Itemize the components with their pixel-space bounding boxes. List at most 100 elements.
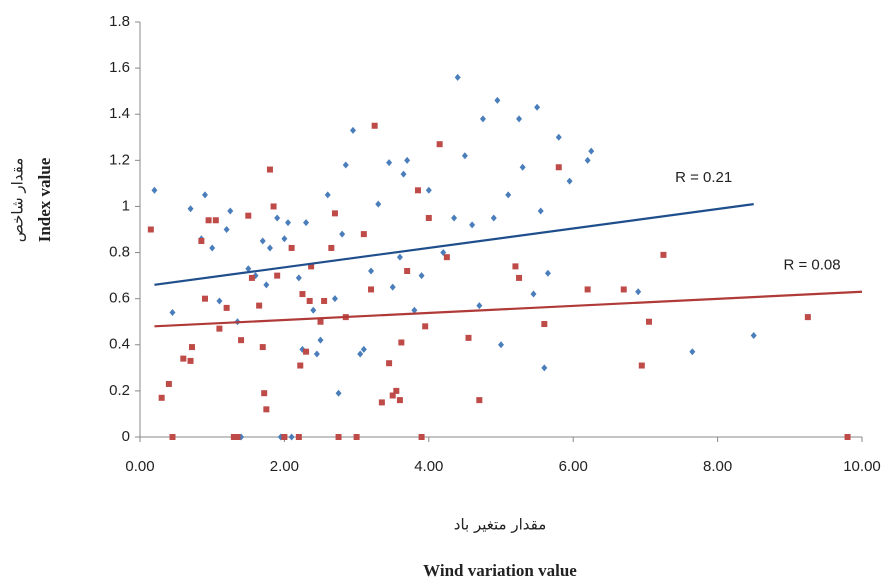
point [339,230,346,238]
point [386,360,393,367]
point [165,380,172,387]
point [230,434,237,440]
point [335,389,342,397]
point [342,161,349,169]
point [689,348,696,356]
point [404,156,411,164]
y-axis-label-en: Index value [35,157,54,242]
point [223,304,230,311]
point [375,200,382,208]
point [328,244,335,251]
point [530,290,537,298]
point [588,147,595,155]
point [266,244,273,252]
point [660,251,667,258]
y-tick-label: 0.8 [109,244,130,261]
point [256,302,263,309]
point [227,207,234,215]
y-tick-label: 1 [122,197,130,214]
point [368,267,375,275]
point [498,341,504,349]
point [418,272,425,280]
point [353,434,360,440]
point [360,345,367,353]
point [331,295,338,303]
point [396,397,403,404]
y-tick-label: 1.8 [109,13,130,30]
x-axis-label-fa: مقدار متغير باد [454,516,546,534]
point [555,164,562,171]
point [281,235,288,243]
point [331,210,338,217]
point [537,207,544,215]
point [360,231,367,238]
point [274,272,281,279]
point [425,186,432,194]
point [584,156,591,164]
point [238,337,245,344]
point [324,191,331,199]
point [638,362,645,369]
point [274,214,281,222]
x-tick-label: 8.00 [703,458,732,475]
x-tick-label: 6.00 [559,458,588,475]
point [555,133,562,141]
point [393,387,400,394]
point [321,297,328,304]
point [620,286,627,293]
point [216,297,223,305]
point [418,434,425,440]
point [519,163,526,171]
point [389,283,396,291]
point [400,170,407,178]
x-tick-label: 10.00 [843,458,881,475]
point [505,191,512,199]
point [378,399,385,406]
trendline-label: R = 0.08 [783,257,840,274]
y-tick-label: 1.2 [109,151,130,168]
point [646,318,653,325]
point [386,159,393,167]
point [180,355,187,362]
point [465,334,472,341]
trendline [154,290,863,328]
point [461,152,468,160]
x-axis-label-en: Wind variation value [423,561,577,580]
point [469,221,476,229]
point [404,268,411,274]
point [299,291,306,298]
y-tick-label: 0 [122,428,130,445]
point [201,191,208,199]
point [534,103,541,111]
point [479,115,486,123]
point [223,226,230,233]
point [476,302,483,310]
point [371,122,378,129]
point [306,297,313,304]
y-tick-label: 0.4 [109,336,130,353]
point [263,406,270,413]
point [297,362,304,369]
point [245,212,252,219]
point [308,263,315,270]
point [147,226,154,233]
point [414,187,421,194]
point [541,321,548,328]
point [245,265,252,273]
point [516,115,523,123]
point [169,434,176,440]
point [209,244,216,252]
point [234,434,241,440]
point [151,186,158,194]
point [451,214,458,222]
point [512,263,519,270]
point [281,434,288,440]
point [270,203,277,210]
point [544,269,551,277]
point [169,309,176,316]
point [368,286,375,293]
point [158,394,165,401]
y-tick-label: 1.6 [109,59,130,76]
point [317,318,324,325]
